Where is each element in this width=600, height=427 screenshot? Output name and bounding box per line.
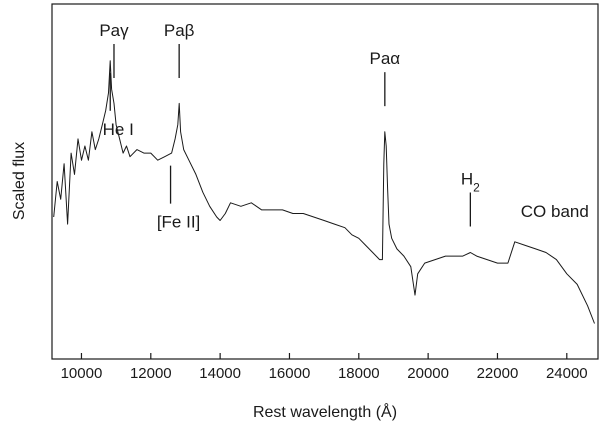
x-tick-label: 16000 [269,365,311,382]
x-tick-label: 20000 [407,365,449,382]
x-tick-label: 18000 [338,365,380,382]
emission-line-labels: Paγ Paβ Paα H2 He I [Fe II] CO band [99,21,588,232]
line-label: He I [103,120,134,139]
x-tick-label: 24000 [546,365,588,382]
emission-line-markers [109,44,472,227]
line-label: Paγ [99,21,129,40]
band-label: CO band [521,202,589,221]
line-label: H2 [461,170,480,195]
line-label: [Fe II] [157,213,200,232]
x-axis-ticks: 10000 12000 14000 16000 18000 20000 22000 24000 [61,353,588,382]
line-label: Paβ [164,21,195,40]
x-tick-label: 14000 [199,365,241,382]
plot-frame [51,3,599,360]
spectrum-line [53,60,595,324]
x-tick-label: 10000 [61,365,103,382]
x-tick-label: 12000 [130,365,172,382]
line-label: Paα [370,49,401,68]
y-axis-label: Scaled flux [11,142,28,220]
x-axis-label: Rest wavelength (Å) [253,402,397,421]
x-tick-label: 22000 [477,365,519,382]
